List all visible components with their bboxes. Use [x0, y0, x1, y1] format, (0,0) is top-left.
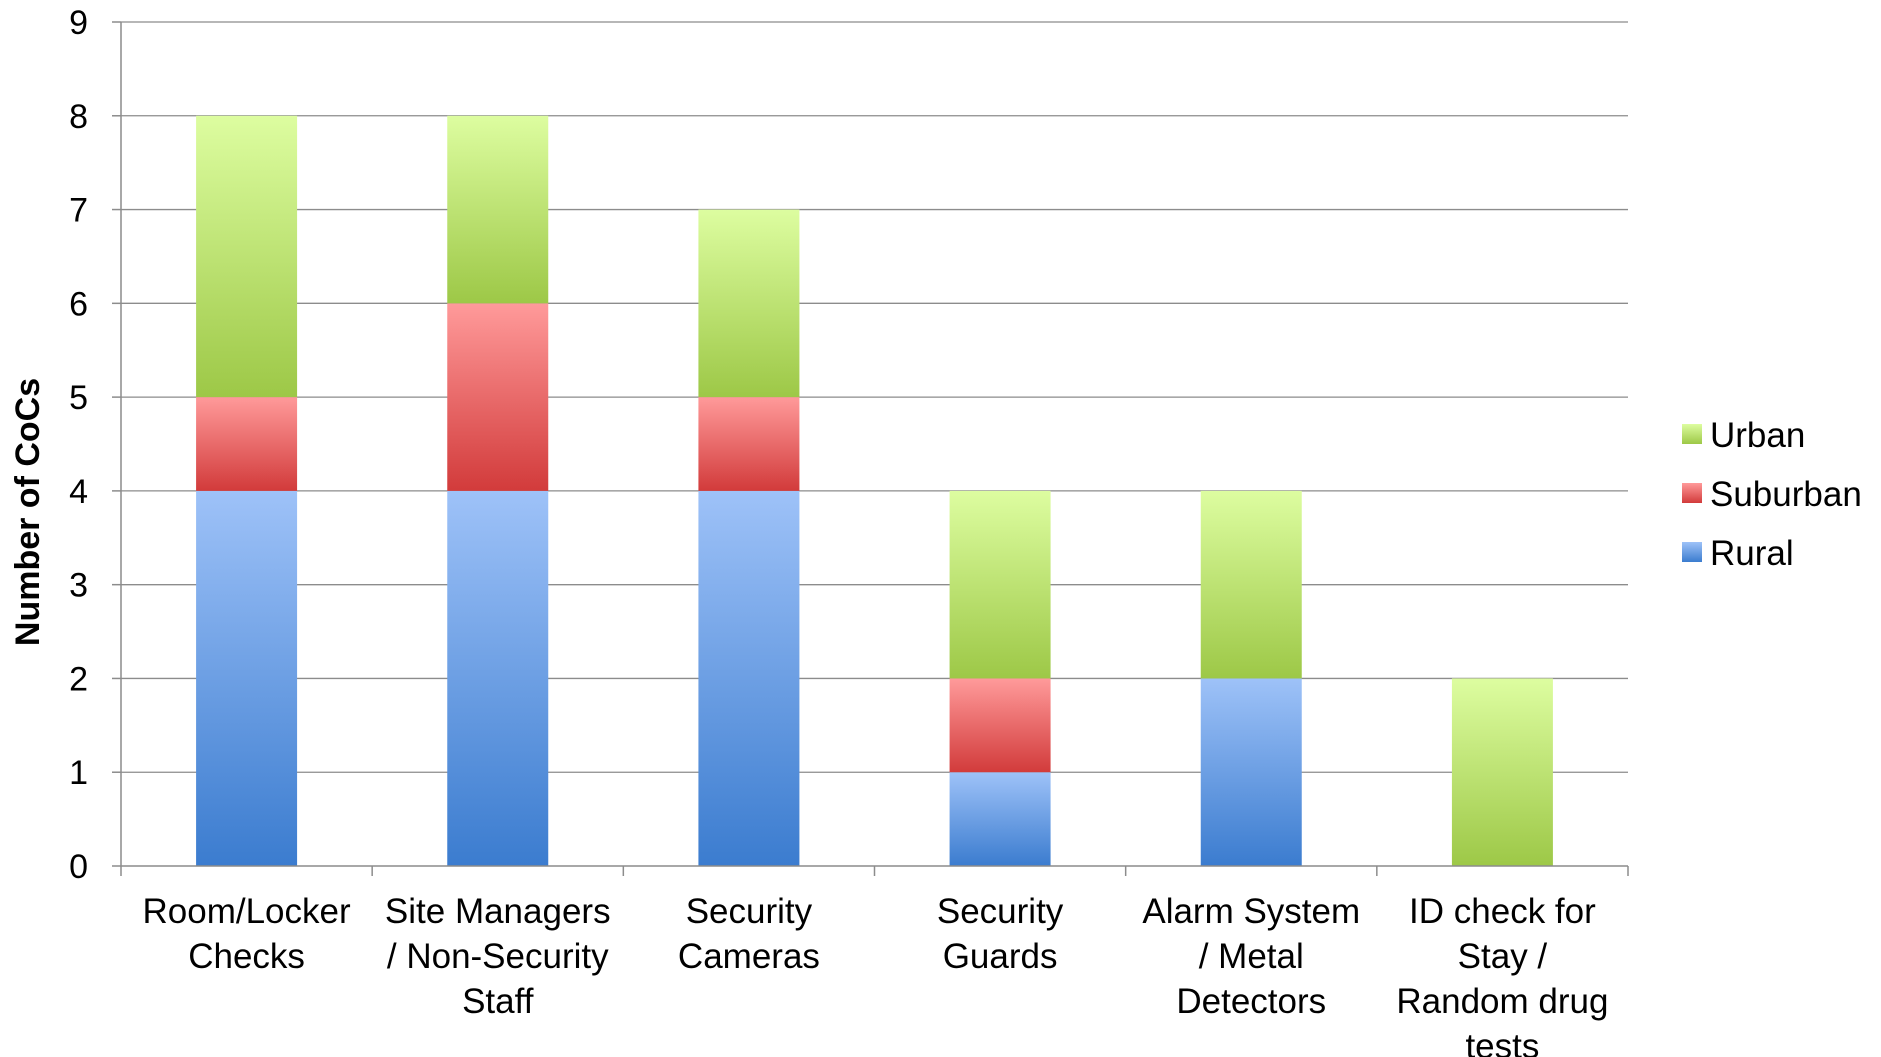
y-axis-label: Number of CoCs: [9, 378, 47, 646]
legend: Urban Suburban Rural: [1682, 416, 1862, 573]
y-tick-labels: 0 1 2 3 4 5 6 7 8 9: [69, 4, 88, 886]
gridlines: [121, 21, 1628, 773]
bar-suburban-3: [949, 678, 1051, 773]
bar-urban-0: [196, 115, 298, 398]
legend-swatch-rural: [1682, 542, 1702, 562]
x-tick-label: Security Cameras: [678, 892, 820, 976]
x-tick-labels: Room/Locker Checks Site Managers / Non-Secu…: [143, 892, 1609, 1057]
y-tick-label: 7: [69, 192, 88, 230]
x-tick-label: ID check for Stay / Random drug tests: [1396, 892, 1608, 1057]
bar-urban-4: [1200, 490, 1302, 679]
bar-suburban-2: [698, 397, 800, 491]
bar-urban-3: [949, 490, 1051, 679]
x-tick-label: Alarm System / Metal Detectors: [1142, 892, 1360, 1021]
x-tick-label: Security Guards: [937, 892, 1064, 976]
x-tick-label: Site Managers / Non-Security Staff: [385, 892, 611, 1021]
y-tick-label: 8: [69, 98, 88, 136]
bar-urban-2: [698, 209, 800, 398]
bar-suburban-1: [447, 303, 549, 491]
legend-label-urban: Urban: [1710, 416, 1805, 455]
bar-rural-1: [447, 490, 549, 866]
legend-label-suburban: Suburban: [1710, 475, 1862, 514]
y-tick-label: 9: [69, 4, 88, 42]
y-tick-label: 2: [69, 660, 88, 698]
bar-rural-3: [949, 772, 1051, 866]
y-tick-label: 3: [69, 567, 88, 605]
bar-rural-2: [698, 490, 800, 866]
bar-urban-5: [1451, 678, 1553, 866]
bar-rural-4: [1200, 678, 1302, 866]
legend-swatch-suburban: [1682, 483, 1702, 503]
legend-label-rural: Rural: [1710, 534, 1794, 573]
x-tick-label: Room/Locker Checks: [143, 892, 351, 976]
bar-urban-1: [447, 115, 549, 304]
y-tick-label: 6: [69, 285, 88, 323]
bars: [196, 115, 1553, 866]
bar-rural-0: [196, 490, 298, 866]
axes: [112, 21, 1629, 876]
y-tick-label: 0: [69, 848, 88, 886]
legend-swatch-urban: [1682, 424, 1702, 444]
y-tick-label: 1: [69, 754, 88, 792]
y-tick-label: 5: [69, 379, 88, 417]
y-tick-label: 4: [69, 473, 88, 511]
bar-suburban-0: [196, 397, 298, 491]
